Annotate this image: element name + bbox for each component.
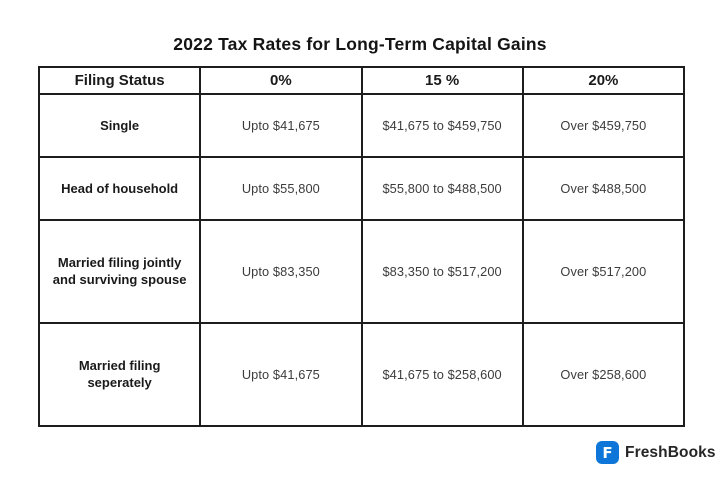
- table-cell: Over $258,600: [521, 321, 686, 428]
- brand-name: FreshBooks: [625, 443, 716, 461]
- freshbooks-f-icon: F: [596, 441, 619, 464]
- column-header-filing-status: Filing Status: [37, 66, 202, 95]
- table-cell: Over $459,750: [521, 93, 686, 158]
- table-row-single: Single Upto $41,675 $41,675 to $459,750 …: [37, 93, 686, 158]
- table-cell: $55,800 to $488,500: [360, 155, 524, 221]
- table-cell: Over $488,500: [521, 155, 686, 221]
- table-cell-label: Married filing jointly and surviving spo…: [37, 218, 202, 324]
- table-cell: Upto $41,675: [199, 321, 363, 428]
- table-row-head-of-household: Head of household Upto $55,800 $55,800 t…: [37, 155, 686, 221]
- table-cell: $41,675 to $459,750: [360, 93, 524, 158]
- table-cell: $83,350 to $517,200: [360, 218, 524, 324]
- column-header-15-percent: 15 %: [360, 66, 524, 95]
- table-cell-label: Single: [37, 93, 202, 158]
- table-cell-label: Head of household: [37, 155, 202, 221]
- header-row: Filing Status 0% 15 % 20%: [37, 66, 686, 95]
- table-cell: $41,675 to $258,600: [360, 321, 524, 428]
- table-cell: Over $517,200: [521, 218, 686, 324]
- table-cell: Upto $55,800: [199, 155, 363, 221]
- page-title: 2022 Tax Rates for Long-Term Capital Gai…: [173, 34, 547, 54]
- table-row-married-separately: Married filing seperately Upto $41,675 $…: [37, 321, 686, 428]
- table-cell: Upto $41,675: [199, 93, 363, 158]
- table-cell-label: Married filing seperately: [37, 321, 202, 428]
- column-header-20-percent: 20%: [521, 66, 686, 95]
- table-header: Filing Status 0% 15 % 20%: [37, 66, 686, 95]
- table-body: Single Upto $41,675 $41,675 to $459,750 …: [37, 93, 686, 428]
- tax-rates-table: Filing Status 0% 15 % 20% Single Upto $4…: [37, 66, 686, 428]
- table-row-married-jointly: Married filing jointly and surviving spo…: [37, 218, 686, 324]
- table-cell: Upto $83,350: [199, 218, 363, 324]
- freshbooks-logo: F FreshBooks: [596, 441, 716, 464]
- column-header-0-percent: 0%: [199, 66, 363, 95]
